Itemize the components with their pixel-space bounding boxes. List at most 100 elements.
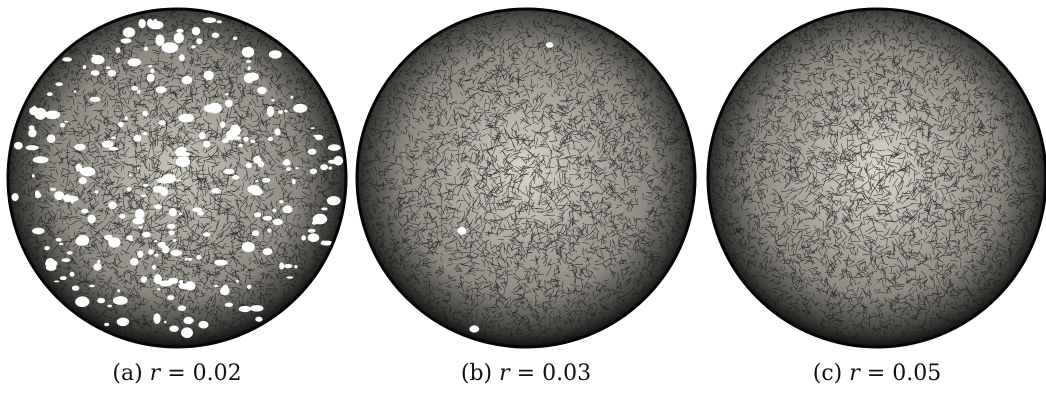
mesh-hole xyxy=(138,225,143,229)
mesh-hole xyxy=(87,214,96,224)
mesh-sphere-c xyxy=(706,7,1046,349)
mesh-hole xyxy=(173,32,184,44)
mesh-hole xyxy=(262,248,273,256)
mesh-hole xyxy=(250,305,264,312)
mesh-hole xyxy=(97,259,101,264)
mesh-hole xyxy=(214,259,228,266)
mesh-hole xyxy=(152,185,164,193)
mesh-hole xyxy=(155,86,167,94)
mesh-hole xyxy=(161,245,170,254)
mesh-hole xyxy=(211,188,222,194)
mesh-hole xyxy=(55,82,63,87)
mesh-lines xyxy=(356,8,696,348)
mesh-hole xyxy=(131,85,139,91)
mesh-hole xyxy=(241,241,255,253)
mesh-hole xyxy=(140,194,147,197)
mesh-hole xyxy=(167,295,175,301)
mesh-hole xyxy=(159,280,173,287)
mesh-hole xyxy=(70,199,74,204)
mesh-hole xyxy=(309,168,318,175)
mesh-hole xyxy=(62,57,72,62)
caption-c-equals: = xyxy=(866,361,886,386)
mesh-hole xyxy=(162,173,176,184)
mesh-hole xyxy=(167,223,176,229)
mesh-hole xyxy=(279,262,285,270)
mesh-hole xyxy=(232,36,238,41)
mesh-hole xyxy=(28,129,37,138)
mesh-hole xyxy=(257,86,267,95)
mesh-hole xyxy=(28,125,35,131)
mesh-hole xyxy=(286,276,294,279)
mesh-hole xyxy=(196,255,202,260)
mesh-hole xyxy=(245,59,252,63)
mesh-hole xyxy=(214,284,219,288)
mesh-hole xyxy=(285,167,292,172)
mesh-hole xyxy=(133,134,142,142)
mesh-hole xyxy=(157,288,161,291)
mesh-hole xyxy=(112,296,128,305)
sphere-rim xyxy=(355,7,697,349)
mesh-hole xyxy=(290,95,294,99)
mesh-hole xyxy=(284,159,290,165)
mesh-hole xyxy=(44,246,50,251)
mesh-hole xyxy=(232,175,240,180)
panel-a: (a) r = 0.02 xyxy=(3,0,351,396)
mesh-hole xyxy=(155,280,159,284)
mesh-hole xyxy=(82,65,87,70)
mesh-hole xyxy=(282,205,293,214)
mesh-hole xyxy=(268,50,282,59)
mesh-hole xyxy=(141,231,151,238)
mesh-hole xyxy=(50,187,56,192)
mesh-hole xyxy=(179,279,184,285)
panel-c: (c) r = 0.05 xyxy=(703,0,1046,396)
mesh-hole xyxy=(243,73,254,84)
mesh-hole xyxy=(225,99,233,108)
mesh-hole xyxy=(251,230,260,237)
mesh-hole xyxy=(545,42,554,48)
mesh-hole xyxy=(107,69,117,77)
mesh-hole xyxy=(320,240,334,246)
mesh-hole xyxy=(176,28,184,33)
mesh-hole xyxy=(176,179,181,182)
mesh-hole xyxy=(198,320,209,329)
mesh-hole xyxy=(90,70,100,76)
mesh-hole xyxy=(129,257,139,266)
mesh-hole xyxy=(54,191,65,201)
mesh-hole xyxy=(76,234,90,246)
mesh-hole xyxy=(32,227,45,235)
mesh-hole xyxy=(45,264,57,271)
mesh-hole xyxy=(91,55,105,65)
mesh-hole xyxy=(75,163,83,172)
sphere-rim xyxy=(6,7,348,349)
mesh-hole xyxy=(175,156,191,167)
mesh-hole xyxy=(94,190,99,194)
mesh-hole xyxy=(32,156,49,164)
mesh-hole xyxy=(181,75,193,85)
mesh-hole xyxy=(138,18,146,29)
mesh-sphere-b xyxy=(355,7,697,349)
mesh-hole xyxy=(255,180,259,183)
mesh-hole xyxy=(117,289,120,293)
mesh-hole xyxy=(267,228,272,233)
panel-b: (b) r = 0.03 xyxy=(352,0,700,396)
mesh-hole xyxy=(223,168,235,175)
mesh-hole xyxy=(181,327,193,339)
mesh-hole xyxy=(97,297,106,304)
mesh-hole xyxy=(148,249,154,255)
mesh-hole xyxy=(78,177,87,185)
mesh-hole xyxy=(31,174,35,178)
mesh-hole xyxy=(271,98,275,102)
caption-b-label: (b) xyxy=(460,361,493,386)
caption-c: (c) r = 0.05 xyxy=(703,356,1046,392)
mesh-hole xyxy=(122,27,136,38)
mesh-hole xyxy=(211,32,220,38)
mesh-hole xyxy=(234,136,242,141)
mesh-hole xyxy=(312,213,328,225)
mesh-hole xyxy=(208,102,222,114)
mesh-hole xyxy=(108,146,119,151)
mesh-hole xyxy=(307,233,320,243)
mesh-hole xyxy=(328,166,333,170)
mesh-hole xyxy=(246,284,252,289)
mesh-hole xyxy=(226,129,238,139)
